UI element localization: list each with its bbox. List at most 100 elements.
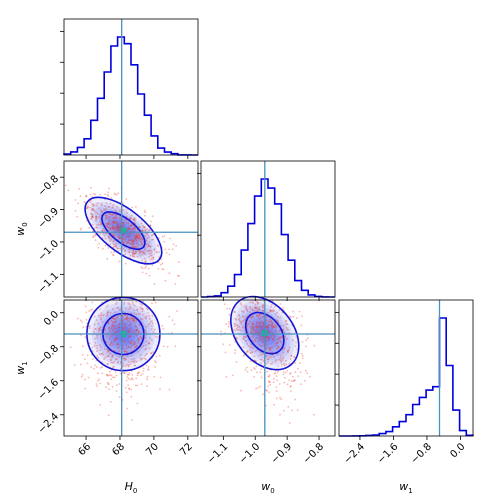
sample-point bbox=[126, 363, 128, 366]
sample-point bbox=[133, 217, 136, 220]
sample-point bbox=[272, 338, 275, 341]
sample-point bbox=[131, 331, 134, 334]
sample-point bbox=[90, 216, 93, 218]
sample-point bbox=[111, 220, 114, 223]
sample-point bbox=[106, 374, 109, 377]
sample-point bbox=[91, 301, 94, 304]
sample-point bbox=[135, 246, 138, 249]
sample-point bbox=[128, 341, 131, 343]
sample-point bbox=[133, 309, 135, 312]
sample-point bbox=[113, 321, 116, 324]
sample-point bbox=[242, 311, 245, 313]
sample-point bbox=[100, 318, 102, 321]
sample-point bbox=[269, 336, 271, 339]
sample-point bbox=[124, 327, 127, 329]
sample-point bbox=[133, 243, 135, 246]
sample-point bbox=[115, 210, 117, 213]
sample-point bbox=[117, 192, 120, 195]
sample-point bbox=[247, 323, 249, 326]
sample-point bbox=[265, 336, 268, 339]
sample-point bbox=[134, 252, 136, 255]
sample-point bbox=[261, 309, 264, 312]
sample-point bbox=[135, 242, 138, 245]
sample-point bbox=[242, 346, 245, 349]
sample-point bbox=[250, 343, 253, 346]
sample-point bbox=[291, 339, 294, 341]
sample-point bbox=[94, 341, 97, 344]
sample-point bbox=[123, 350, 126, 352]
sample-point bbox=[100, 203, 103, 205]
sample-point bbox=[135, 250, 137, 253]
sample-point bbox=[277, 345, 280, 347]
sample-point bbox=[127, 365, 130, 368]
panel-frame bbox=[200, 299, 336, 437]
sample-point bbox=[171, 332, 173, 334]
sample-point bbox=[146, 245, 149, 248]
sample-point bbox=[125, 379, 128, 382]
sample-point bbox=[239, 329, 242, 332]
sample-point bbox=[106, 312, 109, 315]
sample-point bbox=[128, 242, 131, 245]
sample-point bbox=[86, 206, 89, 209]
sample-point bbox=[116, 301, 118, 304]
sample-point bbox=[309, 375, 311, 378]
sample-point bbox=[91, 213, 94, 216]
sample-point bbox=[144, 248, 146, 251]
sample-point bbox=[85, 194, 88, 197]
sample-point bbox=[251, 301, 254, 303]
sample-point bbox=[140, 383, 143, 385]
sample-point bbox=[119, 210, 121, 213]
sample-point bbox=[115, 214, 118, 217]
sample-point bbox=[293, 356, 296, 358]
sample-point bbox=[116, 306, 119, 309]
contours-w0-w1 bbox=[230, 295, 300, 371]
sample-point bbox=[164, 248, 167, 251]
sample-point bbox=[137, 249, 140, 252]
sample-point bbox=[148, 236, 150, 239]
sample-point bbox=[146, 237, 149, 240]
sample-point bbox=[252, 334, 255, 336]
sample-point bbox=[254, 330, 256, 332]
sample-point bbox=[127, 346, 130, 349]
sample-point bbox=[259, 371, 262, 374]
sample-point bbox=[127, 222, 129, 224]
sample-point bbox=[154, 301, 157, 304]
sample-point bbox=[135, 344, 138, 347]
sample-point bbox=[161, 268, 164, 270]
sample-point bbox=[130, 312, 133, 315]
sample-point bbox=[140, 374, 142, 377]
sample-point bbox=[92, 235, 95, 238]
sample-point bbox=[96, 227, 99, 229]
sample-point bbox=[124, 240, 127, 243]
sample-point bbox=[106, 193, 109, 196]
sample-point bbox=[266, 325, 269, 328]
sample-point bbox=[136, 235, 138, 238]
sample-point bbox=[143, 214, 146, 217]
sample-point bbox=[112, 240, 114, 243]
sample-point bbox=[112, 329, 114, 332]
sample-point bbox=[136, 237, 139, 240]
sample-point bbox=[249, 306, 251, 308]
x-axis-label-w1: w1 bbox=[399, 480, 412, 495]
sample-point bbox=[94, 193, 97, 196]
sample-point bbox=[126, 317, 129, 320]
sample-point bbox=[290, 390, 292, 393]
sample-point bbox=[108, 349, 110, 352]
sample-point bbox=[249, 345, 252, 348]
sample-point bbox=[162, 268, 165, 271]
sample-point bbox=[161, 235, 164, 238]
sample-point bbox=[251, 338, 253, 341]
sample-point bbox=[117, 361, 119, 364]
sample-point bbox=[267, 375, 270, 378]
sample-point bbox=[270, 320, 273, 322]
sample-point bbox=[279, 340, 282, 342]
sample-point bbox=[113, 221, 116, 223]
sample-point bbox=[117, 228, 120, 231]
sample-point bbox=[122, 237, 125, 240]
sample-point bbox=[138, 330, 141, 333]
sample-point bbox=[171, 319, 174, 322]
sample-point bbox=[138, 234, 141, 237]
sample-point bbox=[118, 236, 121, 238]
sample-point bbox=[262, 303, 265, 306]
sample-point bbox=[268, 318, 271, 321]
